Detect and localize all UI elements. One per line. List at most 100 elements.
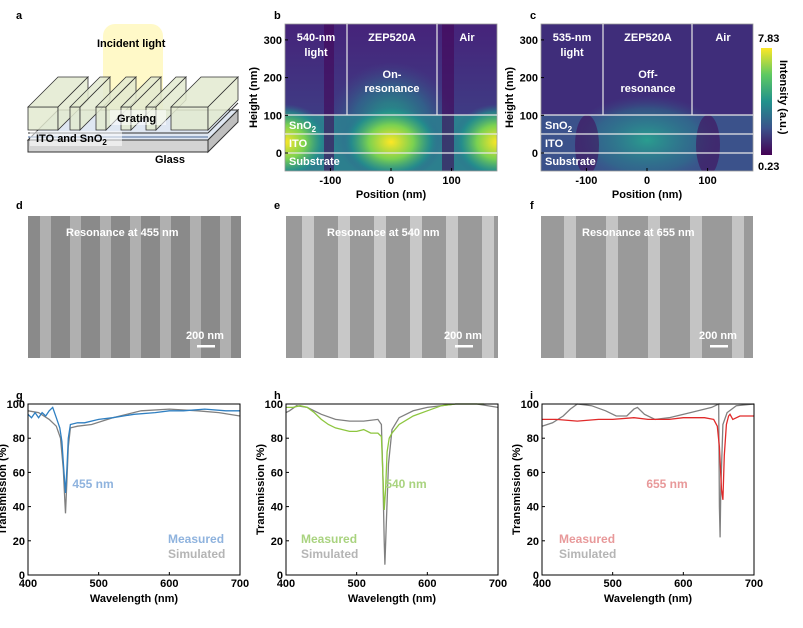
y-tick-label: 300 bbox=[520, 35, 538, 47]
y-tick-label: 100 bbox=[521, 399, 539, 411]
sno2-label: SnO2 bbox=[289, 120, 317, 134]
light-label: 535-nm bbox=[553, 32, 592, 44]
x-tick-label: 0 bbox=[388, 175, 394, 187]
x-axis-label: Wavelength (nm) bbox=[604, 593, 693, 605]
substrate-label: Substrate bbox=[289, 156, 340, 168]
y-axis-label: Height (nm) bbox=[504, 67, 516, 128]
resonance-annotation: 655 nm bbox=[646, 477, 687, 491]
ito-label: ITO bbox=[545, 138, 564, 150]
y-tick-label: 300 bbox=[264, 35, 282, 47]
glass-label: Glass bbox=[155, 154, 185, 166]
y-tick-label: 100 bbox=[520, 110, 538, 122]
y-tick-label: 80 bbox=[271, 433, 283, 445]
panel-c-field-map: c 535-nm light ZEP520A Off- resonance Ai… bbox=[504, 10, 789, 201]
x-tick-label: 500 bbox=[89, 578, 107, 590]
scale-label: 200 nm bbox=[444, 330, 482, 342]
y-tick-label: 100 bbox=[7, 399, 25, 411]
ito-label: ITO bbox=[289, 138, 308, 150]
y-tick-label: 20 bbox=[271, 536, 283, 548]
x-tick-label: 700 bbox=[489, 578, 507, 590]
x-tick-label: 700 bbox=[231, 578, 249, 590]
colorbar bbox=[761, 48, 772, 155]
chart-i: i 400 500 600 700 0 20 40 60 80 100 Wavelength (nm)… bbox=[511, 390, 763, 605]
x-axis-label: Position (nm) bbox=[612, 189, 683, 201]
x-tick-label: -100 bbox=[575, 175, 597, 187]
y-axis-label: Transmission (%) bbox=[255, 444, 267, 535]
scale-bar bbox=[455, 345, 473, 348]
x-axis-label: Position (nm) bbox=[356, 189, 427, 201]
light-label: 540-nm bbox=[297, 32, 336, 44]
x-tick-label: 400 bbox=[533, 578, 551, 590]
resonance-label: On- bbox=[383, 69, 402, 81]
y-tick-label: 60 bbox=[271, 467, 283, 479]
panel-letter: d bbox=[16, 200, 23, 212]
x-tick-label: 600 bbox=[674, 578, 692, 590]
panel-d-sem: d Resonance at 455 nm 200 nm bbox=[16, 200, 241, 358]
sem-title: Resonance at 655 nm bbox=[582, 227, 695, 239]
y-tick-label: 20 bbox=[13, 536, 25, 548]
scale-bar bbox=[710, 345, 728, 348]
legend-measured: Measured bbox=[559, 532, 615, 546]
plot-frame bbox=[541, 403, 755, 576]
resonance-label: Off- bbox=[638, 69, 658, 81]
air-label: Air bbox=[459, 32, 475, 44]
x-tick-label: 0 bbox=[644, 175, 650, 187]
panel-letter: h bbox=[274, 390, 281, 402]
grating-label: Grating bbox=[117, 113, 156, 125]
panel-b-field-map: b 540-nm light ZEP520A On- resonance Air… bbox=[248, 10, 498, 201]
y-tick-label: 20 bbox=[527, 536, 539, 548]
series-line-measured bbox=[542, 413, 754, 500]
series-line-measured bbox=[27, 406, 240, 493]
x-tick-label: 100 bbox=[442, 175, 460, 187]
panel-letter: e bbox=[274, 200, 280, 212]
panel-letter: a bbox=[16, 10, 23, 22]
legend-simulated: Simulated bbox=[301, 547, 358, 561]
y-tick-label: 60 bbox=[527, 467, 539, 479]
y-axis-label: Height (nm) bbox=[248, 67, 260, 128]
light-label: light bbox=[304, 47, 328, 59]
sno2-label: SnO2 bbox=[545, 120, 573, 134]
colorbar-max: 7.83 bbox=[758, 33, 779, 45]
y-tick-label: 40 bbox=[527, 502, 539, 514]
y-tick-label: 0 bbox=[277, 570, 283, 582]
legend-simulated: Simulated bbox=[559, 547, 616, 561]
panel-letter: c bbox=[530, 10, 536, 22]
light-label: light bbox=[560, 47, 584, 59]
y-tick-label: 200 bbox=[520, 73, 538, 85]
air-label: Air bbox=[715, 32, 731, 44]
resonance-label: resonance bbox=[364, 83, 419, 95]
colorbar-label: Intensity (a.u.) bbox=[777, 60, 789, 135]
scale-label: 200 nm bbox=[186, 330, 224, 342]
y-tick-label: 80 bbox=[13, 433, 25, 445]
plot-frame bbox=[285, 403, 499, 576]
series-line-simulated bbox=[27, 408, 241, 514]
ito-sno2-label: ITO and SnO2 bbox=[36, 133, 107, 147]
x-tick-label: 400 bbox=[19, 578, 37, 590]
y-tick-label: 40 bbox=[271, 502, 283, 514]
panel-f-sem: f Resonance at 655 nm 200 nm bbox=[530, 200, 753, 358]
y-tick-label: 0 bbox=[19, 570, 25, 582]
series-line-measured bbox=[286, 403, 484, 511]
series-line-simulated bbox=[541, 402, 755, 538]
sem-title: Resonance at 455 nm bbox=[66, 227, 179, 239]
x-axis-label: Wavelength (nm) bbox=[348, 593, 437, 605]
x-tick-label: 700 bbox=[745, 578, 763, 590]
panel-letter: b bbox=[274, 10, 281, 22]
chart-h: h 400 500 600 700 0 20 40 60 80 100 Wavelength (nm)… bbox=[255, 390, 507, 605]
x-axis-label: Wavelength (nm) bbox=[90, 593, 179, 605]
panel-letter: i bbox=[530, 390, 533, 402]
resonance-annotation: 540 nm bbox=[385, 477, 426, 491]
panel-letter: f bbox=[530, 200, 534, 212]
x-tick-label: 600 bbox=[160, 578, 178, 590]
scale-label: 200 nm bbox=[699, 330, 737, 342]
x-tick-label: 100 bbox=[698, 175, 716, 187]
y-tick-label: 60 bbox=[13, 467, 25, 479]
y-tick-label: 0 bbox=[276, 148, 282, 160]
panel-e-sem: e Resonance at 540 nm 200 nm bbox=[274, 200, 498, 358]
y-tick-label: 100 bbox=[264, 110, 282, 122]
y-tick-label: 80 bbox=[527, 433, 539, 445]
colorbar-min: 0.23 bbox=[758, 161, 779, 173]
x-tick-label: 500 bbox=[603, 578, 621, 590]
x-tick-label: 600 bbox=[418, 578, 436, 590]
